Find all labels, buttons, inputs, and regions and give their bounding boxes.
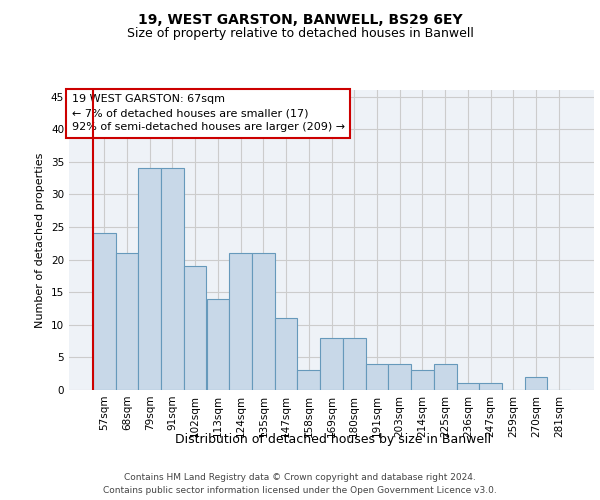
- Bar: [365, 364, 388, 390]
- Bar: [457, 384, 479, 390]
- Bar: [139, 168, 161, 390]
- Bar: [298, 370, 320, 390]
- Bar: [388, 364, 411, 390]
- Bar: [116, 253, 139, 390]
- Bar: [320, 338, 343, 390]
- Bar: [229, 253, 252, 390]
- Bar: [524, 377, 547, 390]
- Text: Size of property relative to detached houses in Banwell: Size of property relative to detached ho…: [127, 28, 473, 40]
- Bar: [411, 370, 434, 390]
- Text: 19, WEST GARSTON, BANWELL, BS29 6EY: 19, WEST GARSTON, BANWELL, BS29 6EY: [137, 12, 463, 26]
- Bar: [252, 253, 275, 390]
- Text: Distribution of detached houses by size in Banwell: Distribution of detached houses by size …: [175, 432, 491, 446]
- Y-axis label: Number of detached properties: Number of detached properties: [35, 152, 46, 328]
- Text: 19 WEST GARSTON: 67sqm
← 7% of detached houses are smaller (17)
92% of semi-deta: 19 WEST GARSTON: 67sqm ← 7% of detached …: [71, 94, 345, 132]
- Bar: [161, 168, 184, 390]
- Bar: [479, 384, 502, 390]
- Bar: [93, 234, 116, 390]
- Bar: [343, 338, 365, 390]
- Bar: [434, 364, 457, 390]
- Bar: [206, 298, 229, 390]
- Text: Contains HM Land Registry data © Crown copyright and database right 2024.
Contai: Contains HM Land Registry data © Crown c…: [103, 474, 497, 495]
- Bar: [275, 318, 298, 390]
- Bar: [184, 266, 206, 390]
